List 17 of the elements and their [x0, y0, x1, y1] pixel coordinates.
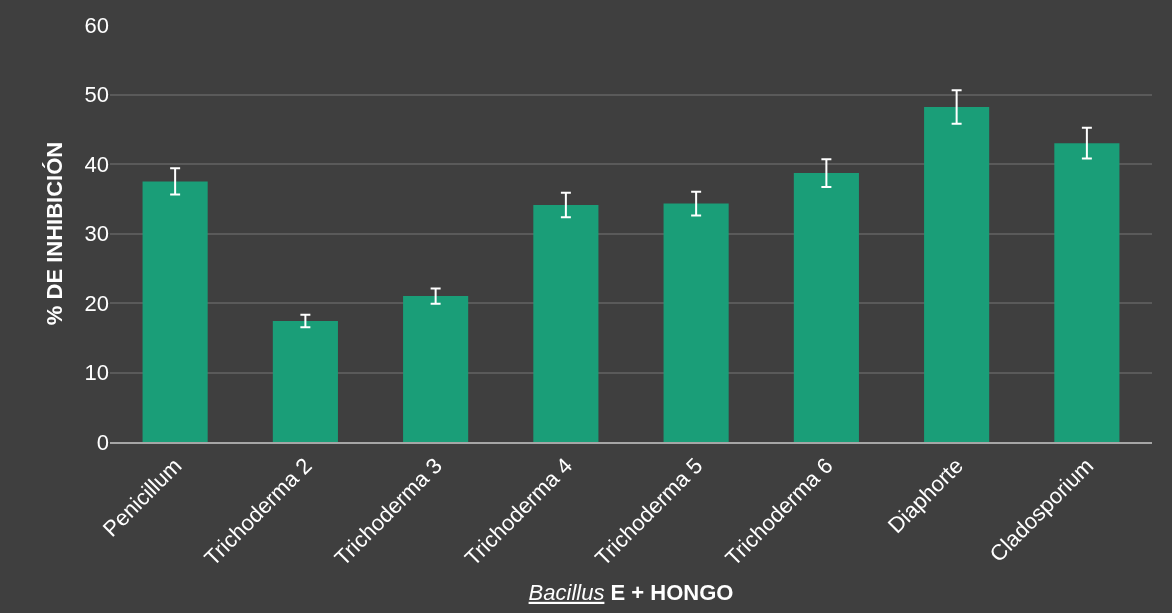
y-axis-title: % DE INHIBICIÓN — [42, 141, 68, 326]
y-tick-label: 40 — [84, 151, 109, 177]
bar — [1054, 143, 1120, 442]
bar — [793, 173, 859, 442]
bar — [403, 296, 469, 442]
y-tick-label: 10 — [84, 360, 109, 386]
y-tick-label: 0 — [96, 429, 109, 455]
y-tick-label: 60 — [84, 12, 109, 38]
bar — [272, 321, 338, 442]
y-tick-label: 30 — [84, 221, 109, 247]
bar — [142, 181, 208, 442]
y-tick-label: 20 — [84, 290, 109, 316]
bar — [924, 107, 990, 442]
x-axis-title: Bacillus E + HONGO — [528, 579, 734, 605]
y-tick-label: 50 — [84, 82, 109, 108]
bar — [663, 203, 729, 442]
bar — [533, 205, 599, 442]
